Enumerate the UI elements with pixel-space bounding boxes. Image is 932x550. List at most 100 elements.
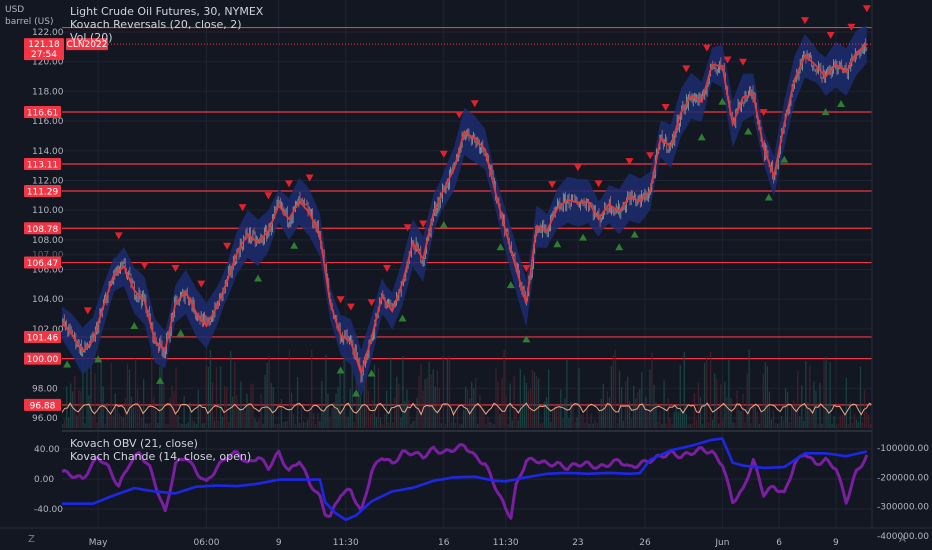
volume-bar (110, 363, 112, 428)
volume-bar (454, 422, 457, 428)
auto-button[interactable]: A (899, 534, 906, 545)
volume-bar (193, 421, 195, 428)
volume-bar (181, 423, 183, 428)
volume-bar (66, 386, 68, 428)
volume-bar (213, 420, 216, 428)
volume-bar (795, 403, 797, 428)
volume-bar (400, 417, 402, 428)
volume-bar (114, 393, 116, 428)
volume-bar (414, 420, 416, 428)
volume-bar (408, 399, 410, 428)
volume-bar (98, 412, 100, 428)
volume-bar (134, 358, 137, 428)
volume-bar (833, 415, 835, 428)
volume-bar (359, 396, 361, 428)
volume-bar (835, 423, 837, 428)
volume-bar (272, 387, 274, 428)
volume-bar (716, 379, 718, 428)
volume-bar (604, 408, 606, 428)
volume-bar (817, 423, 819, 428)
volume-bar (203, 423, 206, 428)
volume-bar (659, 411, 661, 428)
volume-bar (386, 390, 388, 428)
volume-bar (390, 357, 392, 428)
volume-bar (707, 422, 710, 428)
price-tick-label: 96.00 (32, 414, 58, 424)
auto-scale-button[interactable]: Z (28, 534, 35, 545)
level-price-tag (24, 157, 61, 170)
reversal-up-marker (744, 127, 753, 135)
price-tick-label: 102.00 (32, 325, 64, 335)
volume-bar (250, 383, 252, 428)
volume-bar (762, 373, 764, 428)
volume-bar (136, 388, 139, 428)
volume-bar (614, 349, 617, 428)
volume-bar (62, 424, 64, 428)
reversal-up-marker (130, 321, 139, 329)
volume-bar (845, 377, 847, 428)
volume-bar (643, 402, 645, 428)
volume-bar (600, 398, 602, 428)
volume-bar (588, 423, 590, 428)
time-tick-label: Jun (714, 538, 729, 548)
volume-bar (479, 395, 481, 428)
legend-title[interactable]: Light Crude Oil Futures, 30, NYMEX (70, 5, 264, 18)
reversal-up-marker (718, 97, 727, 105)
reversal-down-marker (171, 265, 180, 273)
last-price-box (24, 38, 64, 61)
volume-bar (446, 358, 449, 428)
volume-bar (647, 411, 649, 428)
volume-bar (355, 378, 357, 428)
volume-bar (234, 361, 236, 428)
volume-bar (525, 382, 528, 428)
volume-bar (195, 423, 197, 428)
volume-bar (535, 376, 538, 428)
volume-bar (242, 408, 244, 428)
volume-bar (226, 387, 228, 428)
volume-bar (610, 365, 613, 428)
legend-chande[interactable]: Kovach Chande (14, close, open) (70, 450, 252, 463)
volume-bar (841, 414, 843, 428)
volume-bar (776, 423, 779, 428)
reversal-down-marker (285, 180, 294, 188)
volume-bar (116, 406, 118, 428)
volume-bar (543, 401, 546, 428)
volume-bar (859, 366, 862, 428)
volume-bar (209, 350, 212, 428)
volume-bar (799, 416, 801, 428)
legend-reversals[interactable]: Kovach Reversals (20, close, 2) (70, 18, 242, 31)
volume-bar (120, 415, 123, 428)
volume-bar (746, 373, 748, 428)
chande-line (61, 443, 869, 520)
volume-bar (371, 400, 374, 428)
volume-bar (797, 371, 799, 428)
volume-bar (556, 406, 558, 428)
volume-bar (695, 419, 698, 428)
volume-bar (388, 422, 390, 428)
price-tick-label: 122.00 (32, 28, 64, 38)
volume-bar (539, 423, 542, 428)
volume-bar (327, 393, 329, 428)
volume-bar (363, 368, 366, 428)
volume-bar (124, 398, 127, 428)
level-price-tag (24, 330, 61, 343)
reversal-down-marker (419, 220, 428, 228)
volume-bar (456, 409, 459, 428)
volume-bar (622, 420, 625, 428)
time-tick-label: 26 (639, 538, 651, 548)
volume-bar (784, 388, 787, 428)
reversal-up-marker (94, 355, 103, 363)
legend-volume[interactable]: Vol (20) (70, 31, 113, 44)
volume-bar (260, 393, 262, 428)
volume-bar (270, 382, 272, 428)
volume-bar (691, 423, 694, 428)
reversal-line (61, 43, 868, 377)
price-tick-label: 110.00 (32, 206, 64, 216)
legend-obv[interactable]: Kovach OBV (21, close) (70, 437, 198, 450)
reversal-down-marker (403, 224, 412, 232)
volume-bar (673, 412, 675, 428)
volume-bar (689, 423, 692, 428)
volume-bar (256, 421, 258, 428)
reversal-down-marker (367, 299, 376, 307)
